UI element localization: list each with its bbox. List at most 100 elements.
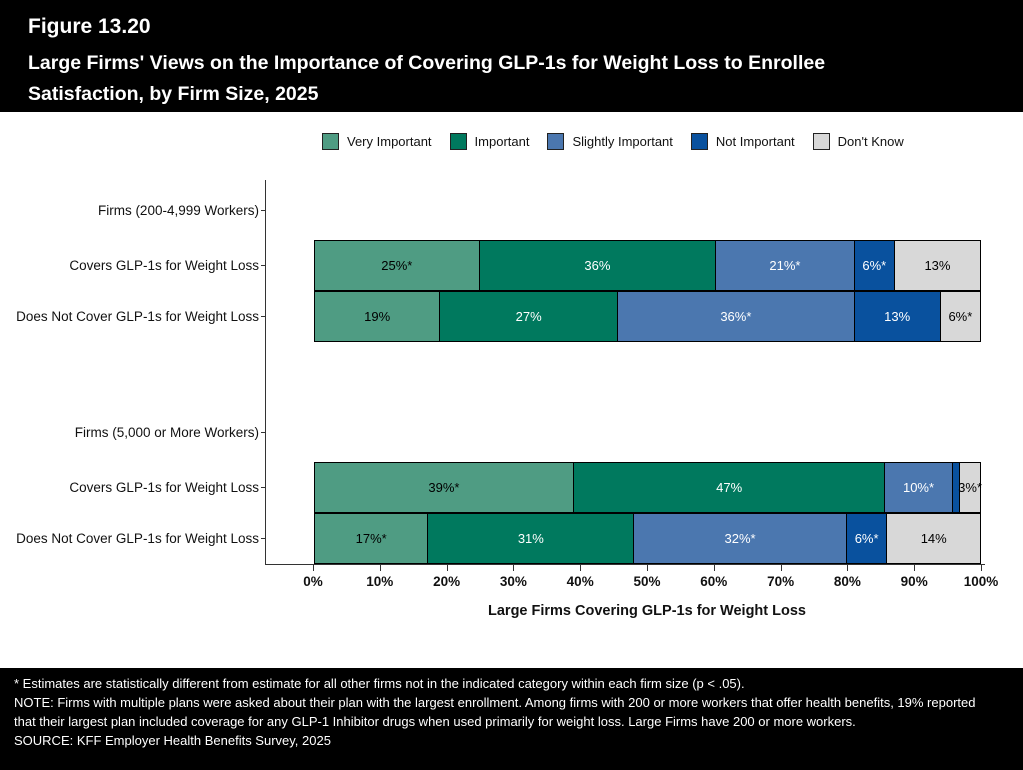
group-header-row: Firms (5,000 or More Workers) (75, 402, 981, 462)
category-label: Firms (200-4,999 Workers) (97, 202, 259, 218)
x-tick-label: 10% (366, 574, 394, 589)
bar-segment-label: 13% (884, 309, 911, 324)
y-tick (261, 265, 266, 266)
source: SOURCE: KFF Employer Health Benefits Sur… (14, 733, 331, 748)
category-label: Does Not Cover GLP-1s for Weight Loss (16, 531, 259, 546)
figure-footer: * Estimates are statistically different … (0, 668, 1023, 770)
legend-swatch-icon (690, 132, 708, 150)
x-tick-label: 40% (566, 574, 594, 589)
bar-segment-label: 27% (515, 309, 542, 324)
bar-segment-label: 36% (584, 258, 611, 273)
category-label: Covers GLP-1s for Weight Loss (69, 258, 259, 273)
y-tick (261, 431, 266, 433)
y-tick (261, 487, 266, 488)
stacked-bar: 19% 27% 36%* 13% 6%* (314, 291, 981, 342)
chart-row: Does Not Cover GLP-1s for Weight Loss 17%… (16, 513, 981, 564)
legend-item-don-t-know: Don't Know (812, 132, 904, 150)
chart-legend: Very Important Important Slightly Importan… (322, 132, 1023, 150)
legend-swatch-icon (449, 132, 467, 150)
bar-segment-very-important: 25%* (314, 240, 480, 291)
spacer-row (314, 342, 981, 402)
bar-rows: Firms (200-4,999 Workers) Covers GLP-1s f… (16, 180, 985, 565)
bar-segment-label: 47% (716, 480, 743, 495)
bar-segment-slightly-important: 32%* (633, 513, 847, 564)
group-header-row: Firms (200-4,999 Workers) (98, 180, 981, 240)
legend-label: Not Important (715, 133, 795, 149)
bar-segment-slightly-important: 21%* (715, 240, 855, 291)
x-tick (713, 565, 715, 571)
bar-segment-very-important: 19% (314, 291, 441, 342)
x-tick (647, 565, 648, 571)
chart-row: Does Not Cover GLP-1s for Weight Loss 19%… (16, 291, 981, 342)
x-tick (847, 565, 849, 571)
x-tick-label: 100% (963, 574, 999, 589)
bar-segment-label: 36%* (720, 309, 752, 324)
x-tick (580, 565, 582, 571)
stacked-bar: 39%* 47% 10%* 3%* (314, 462, 983, 513)
bar-segment-not-important: 13% (853, 291, 941, 342)
bar-segment-don-t-know: 14% (886, 513, 981, 564)
bar-segment-label: 21%* (769, 258, 801, 273)
y-tick (261, 209, 266, 211)
legend-swatch-icon (322, 132, 339, 150)
bar-segment-very-important: 17%* (314, 513, 429, 564)
bar-segment-label: 31% (517, 531, 544, 546)
bar-segment-don-t-know: 13% (893, 240, 981, 291)
bar-segment-label: 14% (920, 531, 947, 546)
chart-row: Covers GLP-1s for Weight Loss 39%* 47% 10%*… (69, 462, 983, 513)
chart-area: Very Important Important Slightly Importan… (0, 132, 1023, 619)
bar-segment-important: 47% (572, 462, 886, 513)
x-tick-label: 90% (900, 574, 928, 589)
legend-swatch-icon (812, 132, 830, 150)
legend-item-important: Important (449, 132, 530, 150)
stacked-bar: 17%* 31% 32%* 6%* 14% (314, 513, 981, 564)
bar-segment-important: 27% (439, 291, 619, 342)
x-tick (446, 565, 448, 571)
bar-segment-label: 17%* (355, 531, 387, 546)
legend-item-not-important: Not Important (690, 132, 795, 150)
bar-segment-label: 3%* (958, 480, 983, 495)
stacked-bar: 25%* 36% 21%* 6%* 13% (314, 240, 981, 291)
category-label: Firms (5,000 or More Workers) (74, 424, 259, 440)
figure-header: Figure 13.20 Large Firms' Views on the I… (0, 0, 1023, 112)
x-tick-label: 50% (633, 574, 661, 589)
bar-segment-not-important: 6%* (853, 240, 895, 291)
note: NOTE: Firms with multiple plans were ask… (14, 695, 976, 729)
plot: Firms (200-4,999 Workers) Covers GLP-1s f… (0, 180, 1023, 619)
bar-segment-very-important: 39%* (314, 462, 574, 513)
category-label: Does Not Cover GLP-1s for Weight Loss (16, 309, 259, 324)
legend-item-slightly-important: Slightly Important (547, 132, 673, 150)
bar-segment-label: 32%* (724, 531, 756, 546)
x-tick (981, 565, 982, 571)
bar-segment-slightly-important: 10%* (884, 462, 953, 513)
x-axis: 0% 10% 20% 30% 40% 50% 60% 70% 80% 90% 100% (265, 565, 998, 601)
chart-row: Covers GLP-1s for Weight Loss 25%* 36% 21%*… (69, 240, 981, 291)
x-tick (313, 565, 314, 571)
x-tick-label: 60% (700, 574, 728, 589)
x-tick (513, 565, 515, 571)
bar-segment-important: 31% (427, 513, 635, 564)
legend-label: Important (474, 133, 530, 149)
figure-title: Large Firms' Views on the Importance of … (28, 52, 826, 106)
x-tick-label: 80% (833, 574, 861, 589)
footnote: * Estimates are statistically different … (14, 676, 745, 691)
bar-segment-label: 19% (364, 309, 391, 324)
legend-item-very-important: Very Important (322, 132, 432, 150)
bar-segment-label: 6%* (854, 531, 879, 546)
category-label: Covers GLP-1s for Weight Loss (69, 480, 259, 495)
bar-segment-not-important: 6%* (845, 513, 888, 564)
bar-segment-label: 6%* (862, 258, 887, 273)
x-tick (379, 565, 381, 571)
x-tick-label: 20% (433, 574, 461, 589)
y-tick (261, 538, 266, 539)
y-tick (261, 316, 266, 317)
x-tick-label: 0% (303, 574, 323, 589)
figure-number: Figure 13.20 (28, 15, 151, 38)
legend-label: Slightly Important (572, 133, 673, 149)
x-tick (780, 565, 782, 571)
x-tick (914, 565, 916, 571)
bar-segment-important: 36% (478, 240, 717, 291)
x-tick-label: 30% (499, 574, 527, 589)
bar-segment-label: 6%* (948, 309, 973, 324)
